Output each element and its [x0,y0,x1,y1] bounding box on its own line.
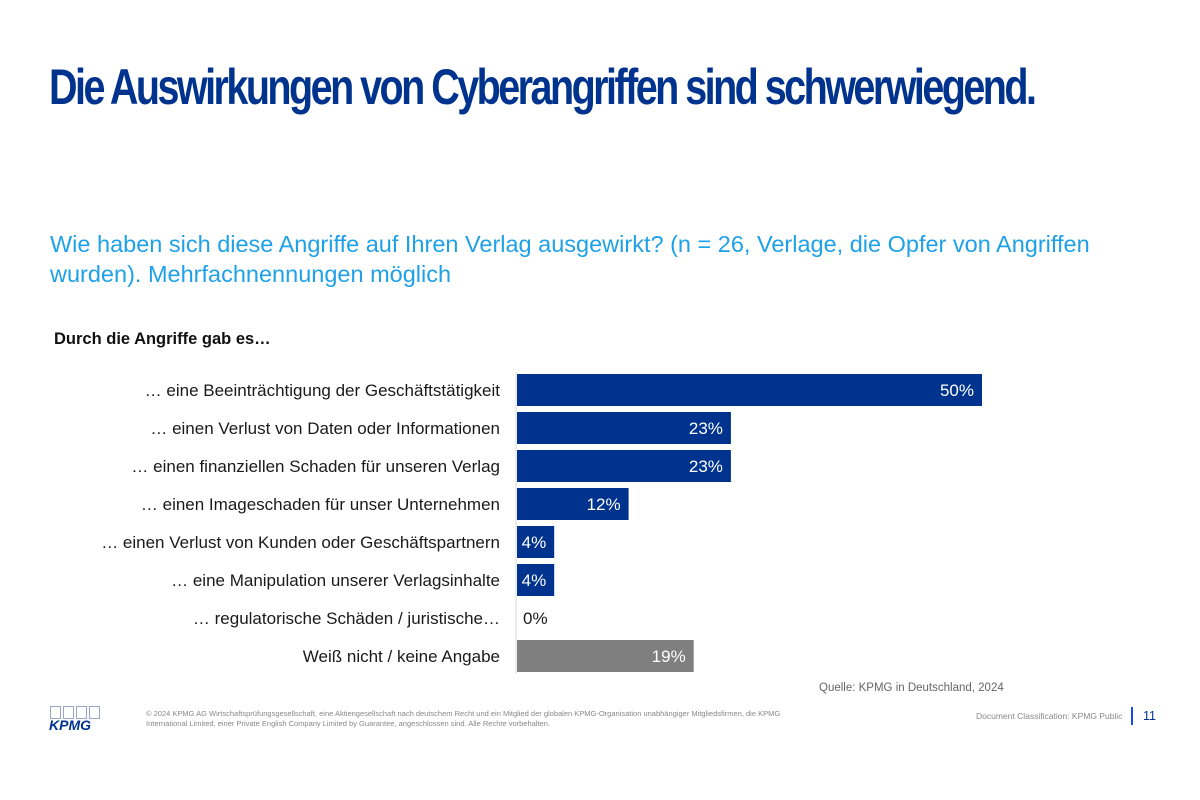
category-label: … einen finanziellen Schaden für unseren… [131,457,500,476]
footer-divider [1131,707,1133,725]
bar [517,526,555,558]
category-label: … regulatorische Schäden / juristische… [193,609,500,628]
value-label: 4% [522,533,547,552]
bar [517,450,731,482]
category-label: … einen Verlust von Daten oder Informati… [150,419,500,438]
value-label: 23% [689,419,723,438]
slide-title: Die Auswirkungen von Cyberangriffen sind… [49,59,1037,115]
logo-box [89,706,100,719]
category-label: Weiß nicht / keine Angabe [303,647,500,666]
category-label: … eine Manipulation unserer Verlagsinhal… [171,571,500,590]
bar [517,412,731,444]
survey-question: Wie haben sich diese Angriffe auf Ihren … [50,231,1090,287]
value-label: 19% [652,647,686,666]
category-label: … einen Verlust von Kunden oder Geschäft… [101,533,500,552]
bar [517,488,629,520]
source-note: Quelle: KPMG in Deutschland, 2024 [819,682,1004,694]
value-label: 4% [522,571,547,590]
value-label: 50% [940,381,974,400]
logo-box [50,706,61,719]
document-classification: Document Classification: KPMG Public [976,711,1123,721]
bar [517,564,555,596]
logo-text: KPMG [49,717,91,732]
value-label: 0% [523,609,548,628]
kpmg-logo: KPMG [49,706,100,732]
page-number: 11 [1143,709,1156,723]
value-label: 23% [689,457,723,476]
bar [517,374,982,406]
bar [517,640,694,672]
copyright-notice: © 2024 KPMG AG Wirtschaftsprüfungsgesell… [146,709,781,728]
logo-box [63,706,74,719]
logo-box [76,706,87,719]
category-label: … eine Beeinträchtigung der Geschäftstät… [145,381,501,400]
category-label: … einen Imageschaden für unser Unternehm… [141,495,500,514]
chart-section-label: Durch die Angriffe gab es… [54,330,271,348]
value-label: 12% [587,495,621,514]
